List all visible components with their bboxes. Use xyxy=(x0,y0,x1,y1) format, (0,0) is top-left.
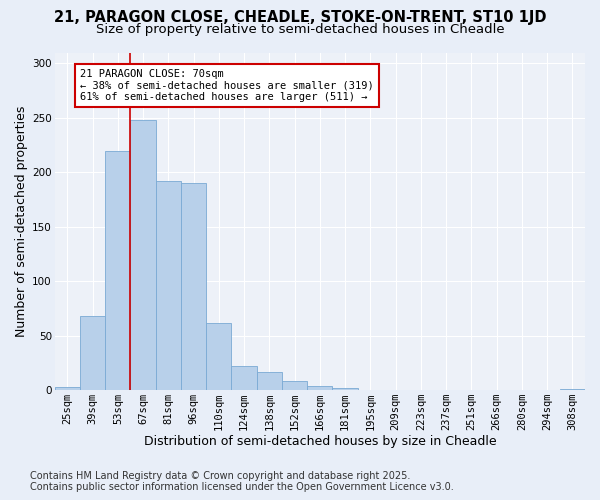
Bar xyxy=(232,366,257,390)
Text: 21, PARAGON CLOSE, CHEADLE, STOKE-ON-TRENT, ST10 1JD: 21, PARAGON CLOSE, CHEADLE, STOKE-ON-TRE… xyxy=(54,10,546,25)
Bar xyxy=(257,372,282,390)
Y-axis label: Number of semi-detached properties: Number of semi-detached properties xyxy=(15,106,28,337)
Bar xyxy=(156,181,181,390)
Bar xyxy=(307,386,332,390)
Bar xyxy=(206,322,232,390)
Bar xyxy=(181,183,206,390)
Text: 21 PARAGON CLOSE: 70sqm
← 38% of semi-detached houses are smaller (319)
61% of s: 21 PARAGON CLOSE: 70sqm ← 38% of semi-de… xyxy=(80,69,374,102)
Bar xyxy=(560,389,585,390)
Bar xyxy=(80,316,105,390)
Text: Size of property relative to semi-detached houses in Cheadle: Size of property relative to semi-detach… xyxy=(95,22,505,36)
Bar xyxy=(332,388,358,390)
Bar xyxy=(282,382,307,390)
Text: Contains HM Land Registry data © Crown copyright and database right 2025.
Contai: Contains HM Land Registry data © Crown c… xyxy=(30,471,454,492)
Bar xyxy=(55,387,80,390)
Bar xyxy=(130,120,156,390)
X-axis label: Distribution of semi-detached houses by size in Cheadle: Distribution of semi-detached houses by … xyxy=(143,434,496,448)
Bar xyxy=(105,150,130,390)
